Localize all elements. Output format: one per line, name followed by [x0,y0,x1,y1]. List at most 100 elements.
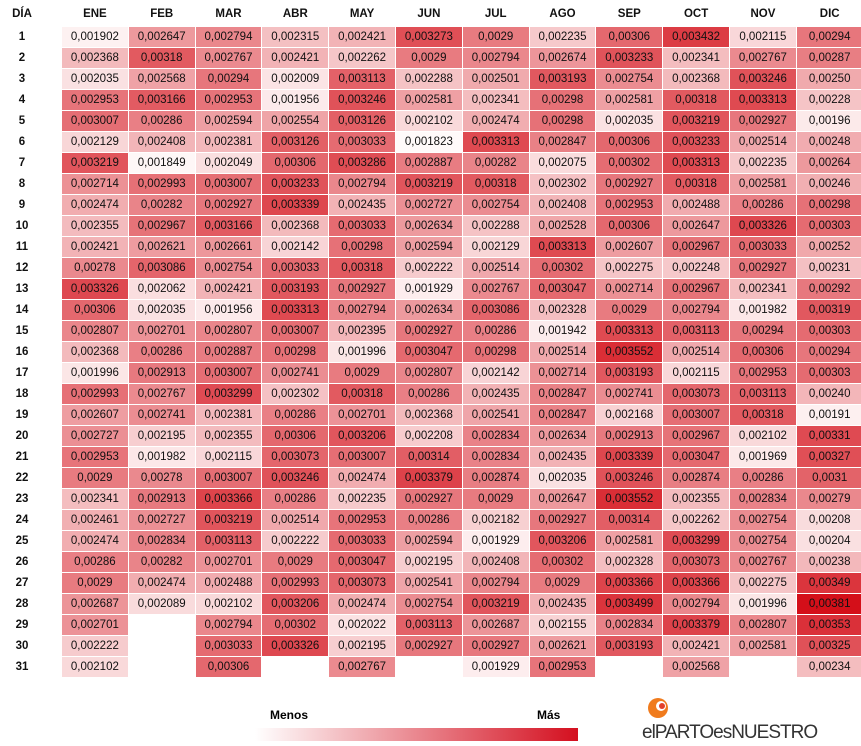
heat-cell: 0,002953 [195,90,262,110]
heat-cell: 0,002488 [663,195,729,215]
heat-cell: 0,002474 [128,573,195,593]
heat-cell: 0,002568 [663,657,729,677]
heat-cell: 0,003366 [596,573,663,593]
heat-cell: 0,00282 [462,153,529,173]
heat-cell: 0,002022 [329,615,395,635]
legend-high: Más [537,708,561,722]
heat-cell: 0,00286 [262,489,329,509]
heat-cell: 0,003206 [329,426,395,446]
heat-cell: 0,003366 [663,573,729,593]
heat-cell: 0,002341 [62,489,128,509]
heat-cell: 0,002794 [195,615,262,635]
heat-cell: 0,00228 [796,90,861,110]
heat-cell: 0,003086 [462,300,529,320]
heat-cell: 0,00306 [262,426,329,446]
heat-cell: 0,002328 [529,300,596,320]
heat-cell: 0,003166 [195,216,262,236]
day-label: 14 [15,304,29,316]
heat-cell: 0,002927 [529,510,596,530]
heat-cell: 0,00286 [462,321,529,341]
heat-cell: 0,002421 [663,636,729,656]
heat-cell: 0,0029 [462,27,529,47]
day-label: 21 [15,451,29,463]
heat-cell: 0,003007 [262,321,329,341]
heat-cell: 0,002794 [329,300,395,320]
heat-cell: 0,002741 [262,363,329,383]
heat-cell: 0,003033 [262,258,329,278]
heat-cell: 0,003432 [663,27,729,47]
heat-cell: 0,00349 [796,573,861,593]
heat-cell: 0,00327 [796,447,861,467]
heat-cell: 0,002794 [329,174,395,194]
heat-cell: 0,003299 [663,531,729,551]
heat-cell: 0,002847 [529,384,596,404]
heat-cell: 0,003126 [329,111,395,131]
heat-cell: 0,00306 [730,342,796,362]
heat-cell: 0,00303 [796,321,861,341]
heat-cell: 0,003326 [730,216,796,236]
heat-cell: 0,002368 [663,69,729,89]
heat-cell: 0,00278 [128,468,195,488]
heat-cell: 0,002741 [128,405,195,425]
day-label: 31 [15,661,29,673]
heat-cell: 0,002395 [329,321,395,341]
heat-cell: 0,003007 [195,363,262,383]
heat-cell: 0,002514 [462,258,529,278]
heat-cell: 0,002687 [62,594,128,614]
heat-cell: 0,002408 [462,552,529,572]
heat-cell: 0,001969 [730,447,796,467]
heat-cell: 0,002621 [128,237,195,257]
heat-cell: 0,002967 [663,237,729,257]
heat-cell: 0,002647 [529,489,596,509]
heat-cell: 0,003086 [128,258,195,278]
heat-cell: 0,002634 [396,216,462,236]
day-label: 29 [15,619,29,631]
heat-cell: 0,002847 [529,132,596,152]
heat-cell: 0,00292 [796,279,861,299]
heat-cell: 0,002927 [396,636,462,656]
column-header: FEB [150,8,174,20]
heat-cell: 0,003166 [128,90,195,110]
heat-cell: 0,002408 [529,195,596,215]
heat-cell: 0,002874 [462,468,529,488]
heat-cell: 0,002953 [329,510,395,530]
heat-cell: 0,002182 [462,510,529,530]
heat-cell: 0,002913 [128,363,195,383]
heat-cell: 0,00282 [128,195,195,215]
heatmap-table: DÍA ENE FEB MAR ABR MAY JUN JUL AGO SEP OCT NOV DIC 1… [12,8,861,677]
heat-cell: 0,002701 [329,405,395,425]
heat-cell: 0,003219 [195,510,262,530]
heat-cell: 0,002754 [195,258,262,278]
heat-cell: 0,002834 [128,531,195,551]
heat-cell: 0,003206 [529,531,596,551]
heat-cell: 0,002554 [262,111,329,131]
heat-cell: 0,002115 [730,27,796,47]
heat-cell: 0,003366 [195,489,262,509]
column-header: AGO [549,8,576,20]
heat-cell: 0,003219 [396,174,462,194]
heat-cell: 0,00286 [730,195,796,215]
heat-cell: 0,002461 [62,510,128,530]
heat-cell: 0,002102 [62,657,128,677]
heat-cell: 0,003339 [596,447,663,467]
heat-cell: 0,002355 [62,216,128,236]
heat-cell: 0,002887 [396,153,462,173]
heat-cell: 0,002421 [195,279,262,299]
heat-cell: 0,003286 [329,153,395,173]
heat-cell: 0,002035 [596,111,663,131]
heat-cell: 0,002967 [663,426,729,446]
day-label: 26 [15,556,29,568]
heat-cell: 0,002927 [730,258,796,278]
heat-cell: 0,0029 [329,363,395,383]
heat-cell: 0,001929 [462,531,529,551]
heat-cell: 0,00248 [796,132,861,152]
heat-cell: 0,00318 [128,48,195,68]
heat-cell: 0,003313 [596,321,663,341]
heat-cell: 0,00318 [730,405,796,425]
heat-cell: 0,003379 [663,615,729,635]
heat-cell: 0,003299 [195,384,262,404]
heat-cell: 0,002594 [396,531,462,551]
heat-cell: 0,002807 [730,615,796,635]
heat-cell: 0,003193 [596,363,663,383]
heat-cell: 0,002035 [62,69,128,89]
